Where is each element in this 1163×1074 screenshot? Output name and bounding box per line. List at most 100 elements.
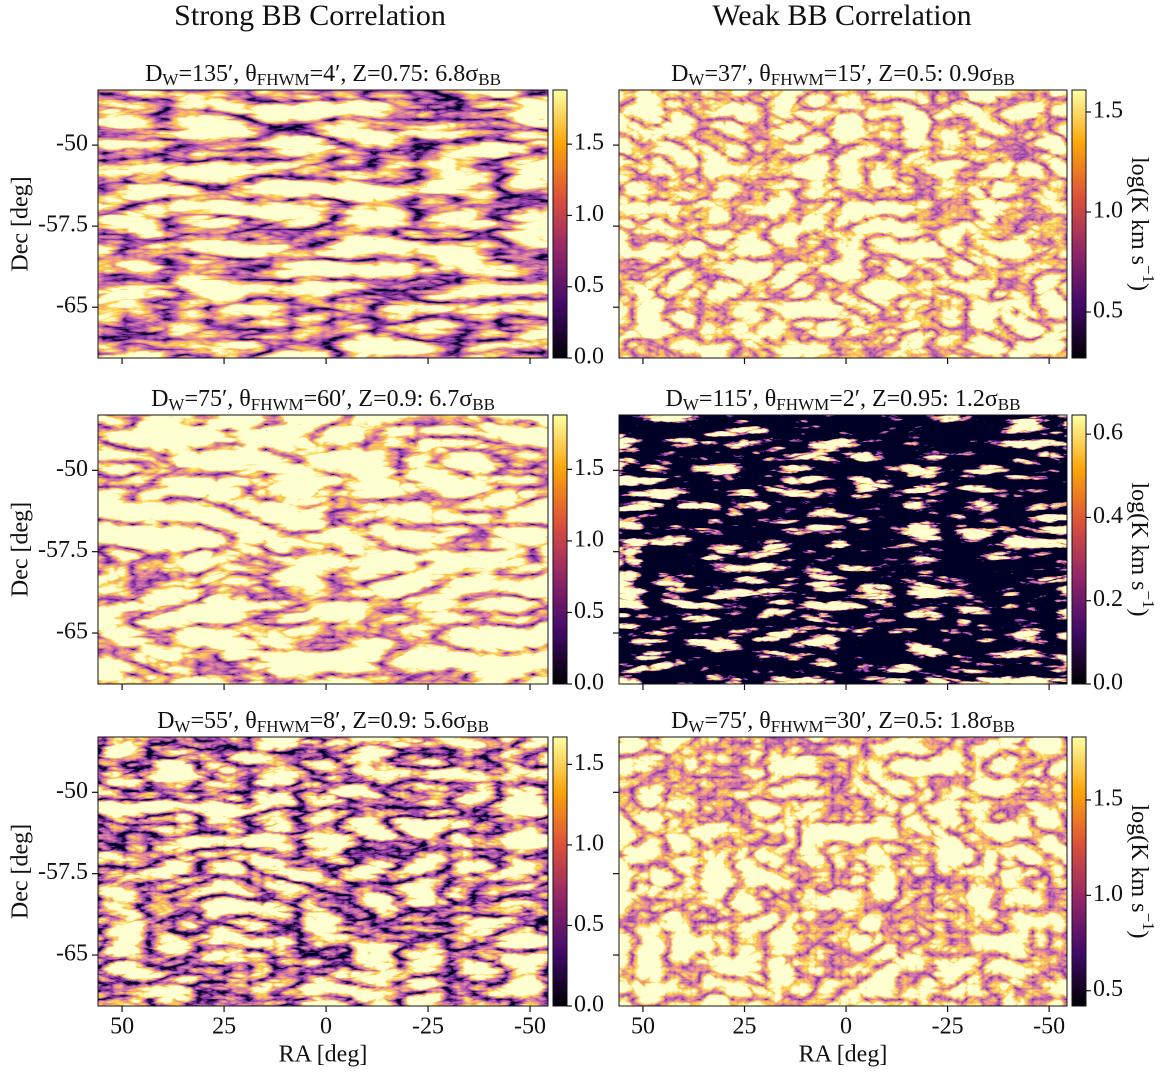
colorbar-tick-label: 0.5 xyxy=(574,598,604,624)
label-part: log(K km s xyxy=(1126,482,1152,590)
label-part: FHWM xyxy=(257,717,310,736)
colorbar-tick-label: 1.0 xyxy=(1093,881,1123,907)
label: DW=75′, θFHWM=30′, Z=0.5: 1.8σBB xyxy=(671,708,1015,736)
colorbar-tick-label: 0.5 xyxy=(1093,298,1123,324)
colorbar-tick-label: 0.0 xyxy=(574,992,604,1018)
sky-map xyxy=(98,415,548,684)
label-part: W xyxy=(688,70,705,89)
label-part: BB xyxy=(466,717,489,736)
label-part: FHWM xyxy=(771,70,824,89)
colorbar-tick-label: 1.0 xyxy=(1093,198,1123,224)
label-part: FHWM xyxy=(251,395,304,414)
colorbar-tick-label: 0.6 xyxy=(1093,420,1123,446)
label-part: =55′, θ xyxy=(190,708,256,734)
y-tick-label: -65 xyxy=(56,293,88,319)
panel-frame xyxy=(97,414,549,685)
label-part: W xyxy=(688,717,705,736)
x-tick-label: 0 xyxy=(840,1014,852,1040)
label-part: FHWM xyxy=(257,70,310,89)
y-axis-label: Dec [deg] xyxy=(8,176,34,271)
label-part: =4′, Z=0.75: 6.8σ xyxy=(310,61,479,87)
label-part: D xyxy=(145,61,162,87)
label-part: =135′, θ xyxy=(178,61,256,87)
label-part: =75′, θ xyxy=(704,708,770,734)
label-part: =8′, Z=0.9: 5.6σ xyxy=(310,708,467,734)
label-part: log(K km s xyxy=(1126,804,1152,912)
y-tick-label: -50 xyxy=(56,778,88,804)
label: DW=37′, θFHWM=15′, Z=0.5: 0.9σBB xyxy=(671,61,1015,89)
colorbar-tick-label: 1.5 xyxy=(574,455,604,481)
label-part: =115′, θ xyxy=(699,386,776,412)
label-part: FHWM xyxy=(771,717,824,736)
label-part: BB xyxy=(992,717,1015,736)
panel-frame xyxy=(618,736,1068,1007)
label-part: D xyxy=(666,386,683,412)
x-tick-label: 25 xyxy=(212,1014,236,1040)
sky-map xyxy=(98,90,548,358)
y-axis-label: Dec [deg] xyxy=(8,502,34,597)
x-tick-label: 50 xyxy=(631,1014,655,1040)
y-tick-label: -50 xyxy=(56,456,88,482)
y-tick-label: -57.5 xyxy=(38,859,88,885)
label-part: =37′, θ xyxy=(704,61,770,87)
label-part: D xyxy=(671,708,688,734)
label-part: =75′, θ xyxy=(184,386,250,412)
panel-frame xyxy=(618,89,1068,359)
label-part: D xyxy=(157,708,174,734)
label-part: BB xyxy=(992,70,1015,89)
label-part: BB xyxy=(998,395,1021,414)
label-part: FHWM xyxy=(776,395,829,414)
label-part: ) xyxy=(1126,931,1152,939)
colorbar xyxy=(552,89,568,359)
label-part: W xyxy=(683,395,700,414)
colorbar-tick-label: 0.0 xyxy=(574,344,604,370)
label: log(K km s−1) xyxy=(1126,482,1158,616)
colorbar-tick-label: 1.5 xyxy=(574,130,604,156)
label: DW=115′, θFHWM=2′, Z=0.95: 1.2σBB xyxy=(666,386,1021,414)
label-part: ) xyxy=(1126,609,1152,617)
label: DW=135′, θFHWM=4′, Z=0.75: 6.8σBB xyxy=(145,61,501,89)
label-part: −1 xyxy=(1139,590,1158,608)
label-part: ) xyxy=(1126,283,1152,291)
x-tick-label: -50 xyxy=(514,1014,546,1040)
label: DW=55′, θFHWM=8′, Z=0.9: 5.6σBB xyxy=(157,708,489,736)
colorbar xyxy=(552,736,568,1007)
colorbar-tick-label: 0.0 xyxy=(574,670,604,696)
x-tick-label: 0 xyxy=(320,1014,332,1040)
x-tick-label: -25 xyxy=(932,1014,964,1040)
panel-frame xyxy=(618,414,1068,685)
panel-frame xyxy=(97,736,549,1007)
x-tick-label: -50 xyxy=(1033,1014,1065,1040)
colorbar xyxy=(1071,736,1087,1007)
label-part: =60′, Z=0.9: 6.7σ xyxy=(304,386,473,412)
sky-map xyxy=(619,737,1067,1006)
colorbar-tick-label: 0.5 xyxy=(574,911,604,937)
column-title: Weak BB Correlation xyxy=(712,0,971,32)
sky-map xyxy=(619,415,1067,684)
colorbar xyxy=(1071,414,1087,685)
colorbar-tick-label: 1.5 xyxy=(574,750,604,776)
label-part: BB xyxy=(472,395,495,414)
label-part: W xyxy=(174,717,191,736)
label-part: −1 xyxy=(1139,265,1158,283)
label: log(K km s−1) xyxy=(1126,157,1158,291)
label-part: =2′, Z=0.95: 1.2σ xyxy=(829,386,998,412)
label-part: W xyxy=(168,395,185,414)
colorbar-tick-label: 0.5 xyxy=(1093,976,1123,1002)
colorbar-tick-label: 0.2 xyxy=(1093,586,1123,612)
label-part: D xyxy=(151,386,168,412)
y-tick-label: -65 xyxy=(56,941,88,967)
colorbar-tick-label: 1.5 xyxy=(1093,98,1123,124)
label-part: BB xyxy=(478,70,501,89)
label: log(K km s−1) xyxy=(1126,804,1158,938)
panel-frame xyxy=(97,89,549,359)
x-tick-label: -25 xyxy=(412,1014,444,1040)
colorbar-tick-label: 1.0 xyxy=(574,526,604,552)
x-tick-label: 50 xyxy=(110,1014,134,1040)
colorbar-tick-label: 0.5 xyxy=(574,272,604,298)
colorbar xyxy=(552,414,568,685)
y-axis-label: Dec [deg] xyxy=(8,824,34,919)
sky-map xyxy=(98,737,548,1006)
y-tick-label: -50 xyxy=(56,131,88,157)
